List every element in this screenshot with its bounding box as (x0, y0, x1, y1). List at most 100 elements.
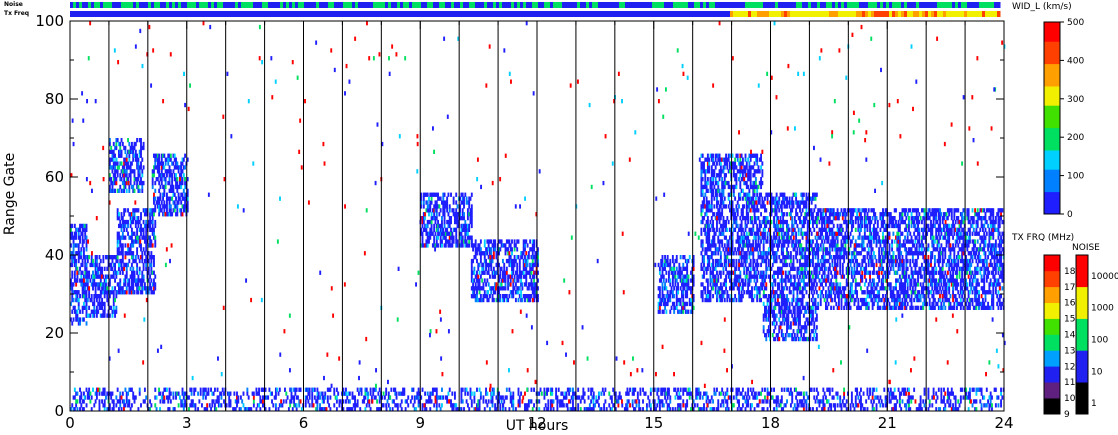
backscatter-cell (809, 262, 812, 268)
backscatter-cell (186, 208, 189, 213)
backscatter-cell (824, 305, 827, 310)
backscatter-cell (129, 286, 132, 291)
backscatter-cell (754, 180, 757, 186)
backscatter-cell (524, 247, 526, 252)
noise-strip-cell (334, 2, 338, 8)
txfreq-strip-cell (883, 11, 887, 17)
noise-strip-cell (682, 2, 686, 8)
backscatter-cell (111, 188, 114, 193)
backscatter-cell (782, 317, 785, 322)
backscatter-cell (740, 286, 743, 291)
backscatter-cell (782, 336, 785, 342)
backscatter-cell (757, 251, 760, 256)
backscatter-cell (744, 216, 747, 221)
backscatter-cell (706, 216, 709, 221)
backscatter-cell (786, 294, 788, 299)
backscatter-cell (739, 180, 742, 186)
backscatter-cell (830, 294, 833, 299)
backscatter-cell (767, 251, 770, 256)
backscatter-cell (128, 149, 131, 154)
backscatter-cell (775, 251, 778, 256)
backscatter-cell (522, 247, 525, 252)
backscatter-cell (120, 243, 123, 248)
backscatter-cell (120, 223, 123, 229)
backscatter-cell (123, 266, 126, 271)
backscatter-cell (114, 309, 117, 314)
backscatter-cell (706, 223, 709, 229)
backscatter-cell (824, 227, 827, 232)
backscatter-cell (533, 294, 536, 299)
backscatter-cell (688, 255, 691, 260)
backscatter-cell (456, 204, 459, 209)
backscatter-cell (804, 212, 807, 217)
noise-strip-label: Noise (4, 1, 23, 8)
backscatter-cell (780, 329, 783, 334)
backscatter-cell (805, 266, 808, 271)
backscatter-cell (425, 200, 428, 205)
backscatter-cell (671, 294, 674, 299)
backscatter-cell (708, 239, 711, 244)
backscatter-cell (703, 161, 705, 166)
backscatter-cell (714, 274, 717, 279)
backscatter-cell (749, 290, 752, 295)
backscatter-cell (531, 247, 534, 252)
backscatter-cell (93, 282, 96, 287)
backscatter-cell (129, 235, 132, 240)
backscatter-cell (101, 305, 104, 310)
backscatter-cell (743, 192, 746, 197)
noise-strip-cell (685, 2, 689, 8)
backscatter-cell (110, 266, 113, 271)
backscatter-cell (492, 255, 495, 260)
backscatter-cell (752, 192, 755, 197)
backscatter-cell (800, 212, 803, 217)
backscatter-cell (690, 270, 692, 275)
backscatter-cell (121, 286, 124, 291)
backscatter-cell (181, 161, 184, 166)
backscatter-cell (442, 227, 445, 232)
txfreq-strip-cell (604, 11, 608, 17)
txfreq-strip-cell (670, 11, 674, 17)
backscatter-cell (761, 251, 764, 256)
backscatter-cell (723, 251, 726, 256)
backscatter-cell (123, 278, 126, 283)
backscatter-cell (796, 305, 799, 310)
backscatter-cell (796, 274, 799, 279)
txfreq-strip-cell (784, 11, 788, 17)
backscatter-cell (80, 262, 83, 268)
backscatter-cell (160, 169, 163, 174)
backscatter-cell (466, 216, 469, 221)
txfreq-strip-cell (673, 11, 677, 17)
backscatter-cell (483, 290, 486, 295)
backscatter-cell (764, 333, 766, 338)
backscatter-cell (762, 255, 765, 260)
backscatter-cell (804, 231, 807, 236)
backscatter-cell (679, 266, 682, 271)
backscatter-cell (128, 282, 131, 287)
noise-strip-cell (934, 2, 938, 8)
backscatter-cell (438, 196, 441, 201)
backscatter-cell (810, 216, 813, 221)
backscatter-cell (741, 235, 744, 240)
txfreq-strip-cell (460, 11, 464, 17)
backscatter-cell (84, 223, 87, 229)
backscatter-cell (717, 153, 720, 158)
backscatter-cell (441, 231, 443, 236)
backscatter-cell (662, 262, 665, 268)
backscatter-cell (470, 243, 473, 248)
backscatter-cell (173, 153, 176, 158)
backscatter-cell (450, 192, 452, 197)
backscatter-cell (727, 274, 730, 279)
backscatter-cell (774, 200, 777, 205)
backscatter-cell (728, 208, 731, 213)
backscatter-cell (84, 305, 87, 310)
backscatter-cell (129, 251, 132, 256)
backscatter-cell (801, 208, 804, 213)
backscatter-cell (782, 313, 785, 318)
backscatter-cell (814, 297, 817, 303)
txfreq-strip-cell (424, 11, 428, 17)
backscatter-cell (719, 161, 722, 166)
backscatter-cell (483, 294, 486, 299)
backscatter-cell (704, 177, 707, 182)
backscatter-cell (812, 255, 814, 260)
backscatter-cell (758, 286, 761, 291)
